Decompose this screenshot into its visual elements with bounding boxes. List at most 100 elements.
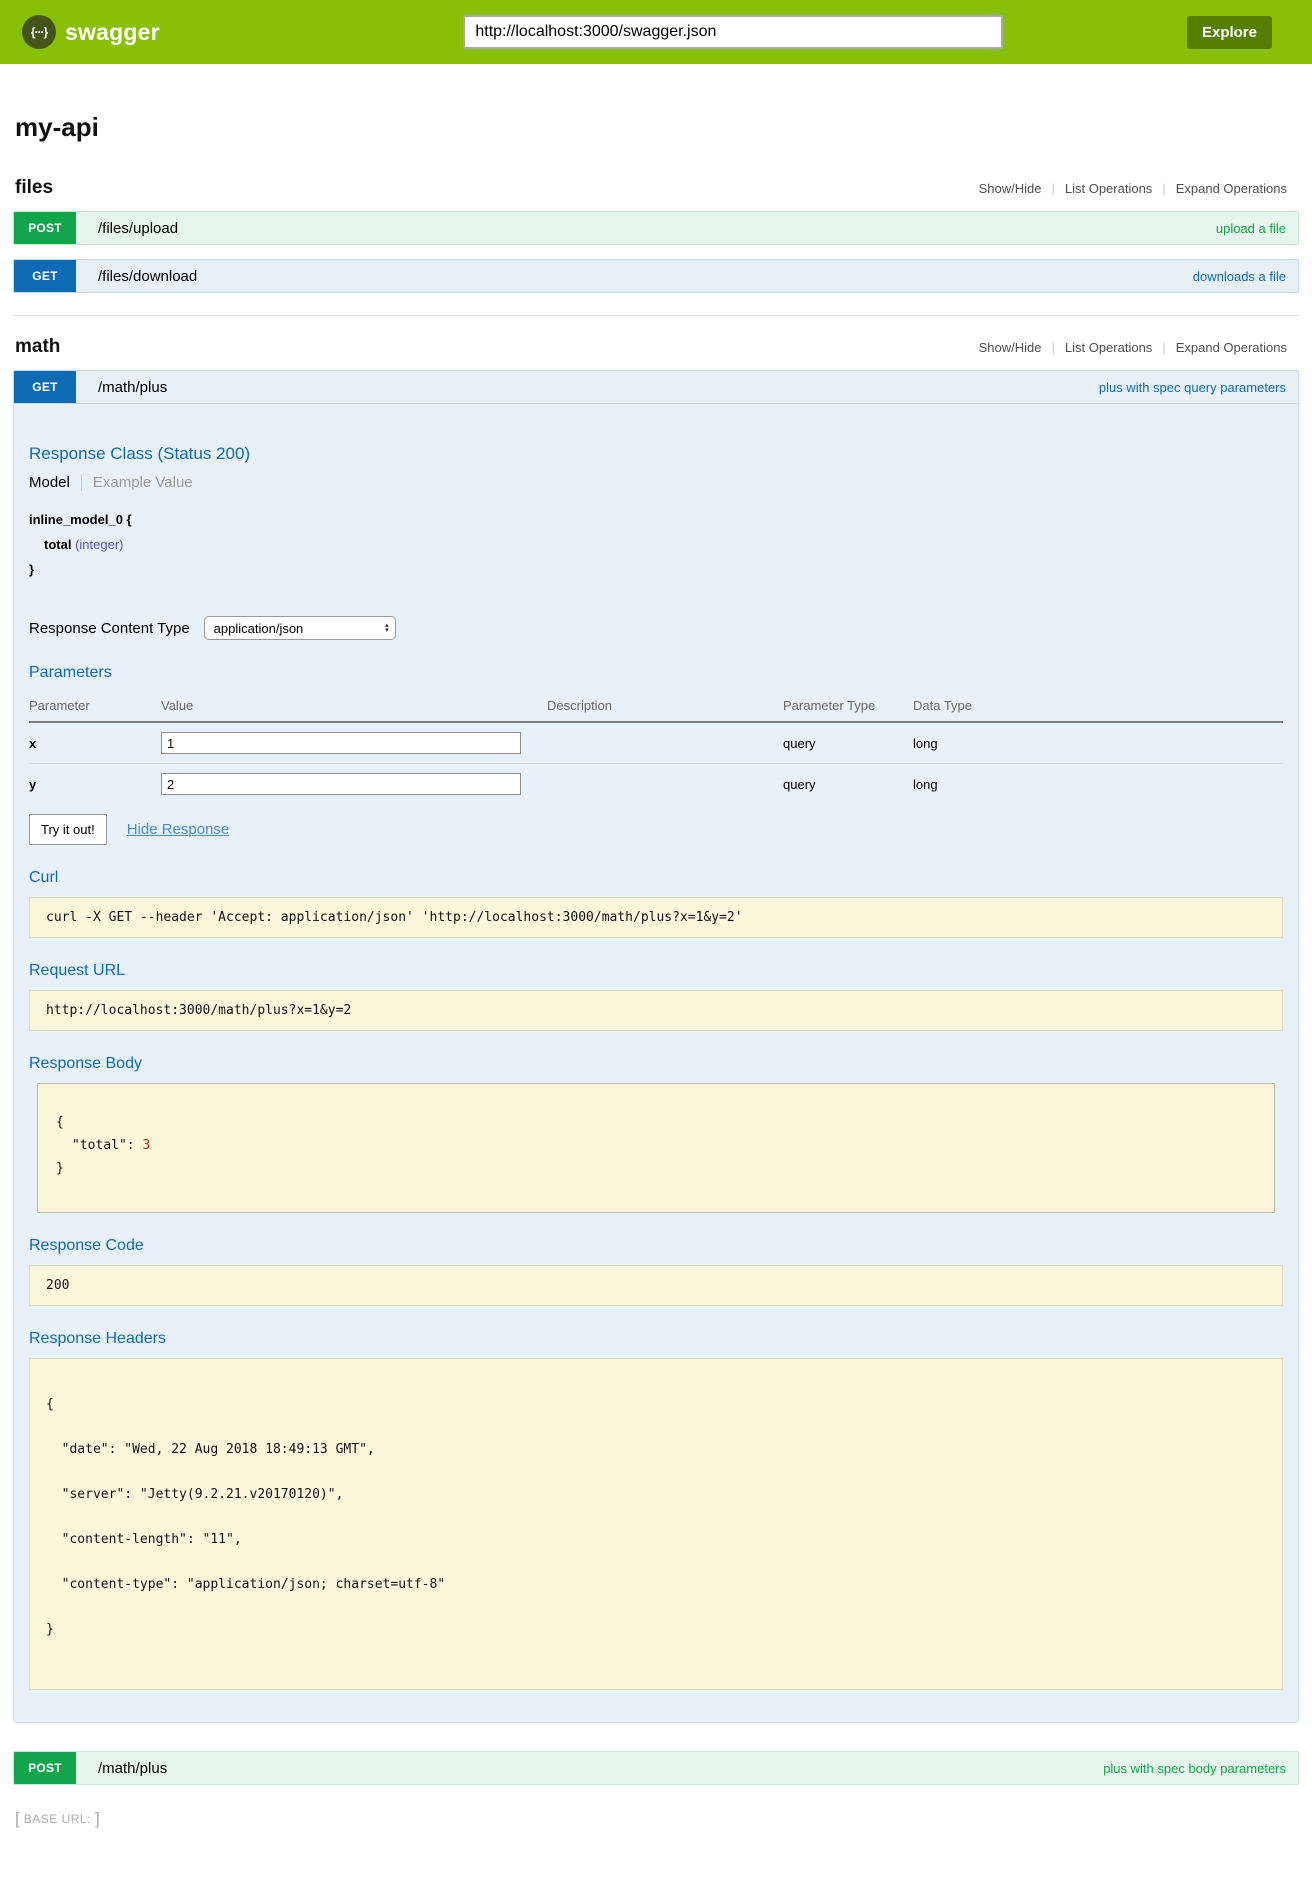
parameter-type: query — [783, 722, 913, 764]
explore-button[interactable]: Explore — [1186, 15, 1272, 49]
show-hide-link[interactable]: Show/Hide — [978, 340, 1042, 355]
endpoint-summary: plus with spec body parameters — [1103, 1760, 1286, 1776]
response-headers-value: { "date": "Wed, 22 Aug 2018 18:49:13 GMT… — [29, 1358, 1283, 1690]
options-divider: | — [1051, 181, 1055, 196]
endpoint-row-post-math-plus[interactable]: POST /math/plus plus with spec body para… — [13, 1751, 1299, 1785]
resource-files: files Show/Hide | List Operations | Expa… — [13, 177, 1299, 293]
tab-model[interactable]: Model — [29, 474, 70, 491]
endpoint-path-link[interactable]: /files/upload — [98, 219, 179, 237]
endpoint-path-link[interactable]: /files/download — [98, 267, 198, 285]
endpoint-row-post-files-upload[interactable]: POST /files/upload upload a file — [13, 211, 1299, 245]
select-arrows-icon: ▴ ▾ — [385, 622, 389, 634]
model-property-name: total — [44, 537, 72, 552]
http-method-badge: POST — [14, 1752, 76, 1784]
curl-heading: Curl — [29, 869, 59, 886]
endpoint-path-link[interactable]: /math/plus — [98, 1759, 168, 1777]
parameter-value-input-y[interactable] — [161, 773, 521, 795]
tab-example-value[interactable]: Example Value — [80, 474, 193, 491]
column-header-value: Value — [161, 692, 547, 723]
endpoint-summary: downloads a file — [1192, 268, 1286, 284]
column-header-parameter: Parameter — [29, 692, 161, 723]
response-header-line: "content-type": "application/json; chars… — [46, 1577, 446, 1592]
json-total-line: "total": 3 — [72, 1138, 151, 1153]
curl-command: curl -X GET --header 'Accept: applicatio… — [29, 897, 1283, 938]
response-header-line: } — [46, 1622, 54, 1637]
model-close: } — [29, 562, 35, 577]
column-header-parameter-type: Parameter Type — [783, 692, 913, 723]
response-header-line: { — [46, 1397, 54, 1412]
parameter-name: x — [29, 722, 161, 764]
json-number-value: 3 — [142, 1138, 151, 1153]
parameters-heading: Parameters — [29, 664, 112, 681]
response-header-line: "content-length": "11", — [46, 1532, 242, 1547]
model-property: total (integer) — [44, 532, 1283, 557]
model-property-type: (integer) — [75, 537, 124, 552]
endpoint-summary: plus with spec query parameters — [1098, 379, 1286, 395]
show-hide-link[interactable]: Show/Hide — [978, 181, 1042, 196]
base-url-footer: [ BASE URL: ] — [15, 1809, 1297, 1829]
parameter-row-x: x query long — [29, 722, 1283, 764]
response-class-heading: Response Class (Status 200) — [29, 444, 251, 463]
parameter-description — [547, 764, 783, 805]
options-divider: | — [1162, 181, 1166, 196]
column-header-data-type: Data Type — [913, 692, 1283, 723]
resource-title-files[interactable]: files — [15, 177, 54, 198]
http-method-badge: GET — [14, 371, 76, 403]
operation-detail-panel: Response Class (Status 200) Model Exampl… — [13, 404, 1299, 1723]
parameter-type: query — [783, 776, 816, 792]
parameter-description — [547, 722, 783, 764]
http-method-badge: POST — [14, 212, 76, 244]
response-content-type-label: Response Content Type — [29, 619, 190, 637]
resource-options: Show/Hide | List Operations | Expand Ope… — [969, 181, 1297, 196]
hide-response-link[interactable]: Hide Response — [126, 821, 230, 838]
request-url-value: http://localhost:3000/math/plus?x=1&y=2 — [29, 990, 1283, 1031]
json-open-brace: { — [56, 1115, 64, 1130]
parameter-data-type: long — [913, 776, 938, 792]
column-header-description: Description — [547, 692, 783, 723]
response-content-type-value: application/json — [213, 620, 304, 636]
endpoint-row-get-math-plus[interactable]: GET /math/plus plus with spec query para… — [13, 370, 1299, 404]
parameter-row-y: y query long — [29, 764, 1283, 805]
list-operations-link[interactable]: List Operations — [1064, 340, 1153, 355]
try-it-out-button[interactable]: Try it out! — [29, 814, 107, 845]
api-title: my-api — [15, 112, 99, 142]
response-body-value: { "total": 3 } — [37, 1083, 1275, 1213]
base-url-close-bracket: ] — [94, 1809, 100, 1828]
brand-name: swagger — [65, 18, 160, 45]
response-header-line: "server": "Jetty(9.2.21.v20170120)", — [46, 1487, 344, 1502]
http-method-badge: GET — [14, 260, 76, 292]
response-code-value: 200 — [29, 1265, 1283, 1306]
expand-operations-link[interactable]: Expand Operations — [1175, 181, 1287, 196]
resource-title-math[interactable]: math — [15, 336, 61, 357]
resource-math: math Show/Hide | List Operations | Expan… — [13, 315, 1299, 1785]
swagger-logo-icon: {···} — [22, 15, 56, 49]
parameter-name: y — [29, 776, 37, 792]
swagger-brand[interactable]: {···} swagger — [22, 15, 160, 49]
response-body-heading: Response Body — [29, 1055, 142, 1072]
options-divider: | — [1051, 340, 1055, 355]
response-headers-heading: Response Headers — [29, 1330, 166, 1347]
resource-options: Show/Hide | List Operations | Expand Ope… — [969, 340, 1297, 355]
spec-url-input[interactable] — [463, 15, 1004, 49]
model-tabs: Model Example Value — [29, 474, 1283, 491]
parameter-value-input-x[interactable] — [161, 732, 521, 754]
parameters-table: Parameter Value Description Parameter Ty… — [29, 692, 1283, 804]
list-operations-link[interactable]: List Operations — [1064, 181, 1153, 196]
response-content-type-row: Response Content Type application/json ▴… — [29, 616, 1283, 640]
expand-operations-link[interactable]: Expand Operations — [1175, 340, 1287, 355]
request-url-heading: Request URL — [29, 962, 126, 979]
base-url-open-bracket: [ — [15, 1809, 20, 1828]
response-header-line: "date": "Wed, 22 Aug 2018 18:49:13 GMT", — [46, 1442, 375, 1457]
model-open: inline_model_0 { — [29, 512, 132, 527]
top-bar: {···} swagger Explore — [0, 0, 1312, 64]
base-url-label: BASE URL: — [23, 1812, 91, 1826]
response-content-type-select[interactable]: application/json ▴ ▾ — [203, 616, 396, 640]
endpoint-row-get-files-download[interactable]: GET /files/download downloads a file — [13, 259, 1299, 293]
response-code-heading: Response Code — [29, 1237, 144, 1254]
endpoint-summary: upload a file — [1215, 220, 1286, 236]
json-close-brace: } — [56, 1161, 64, 1176]
options-divider: | — [1162, 340, 1166, 355]
model-signature: inline_model_0 { total (integer) } — [29, 507, 1283, 582]
parameter-data-type: long — [913, 722, 1283, 764]
endpoint-path-link[interactable]: /math/plus — [98, 378, 168, 396]
